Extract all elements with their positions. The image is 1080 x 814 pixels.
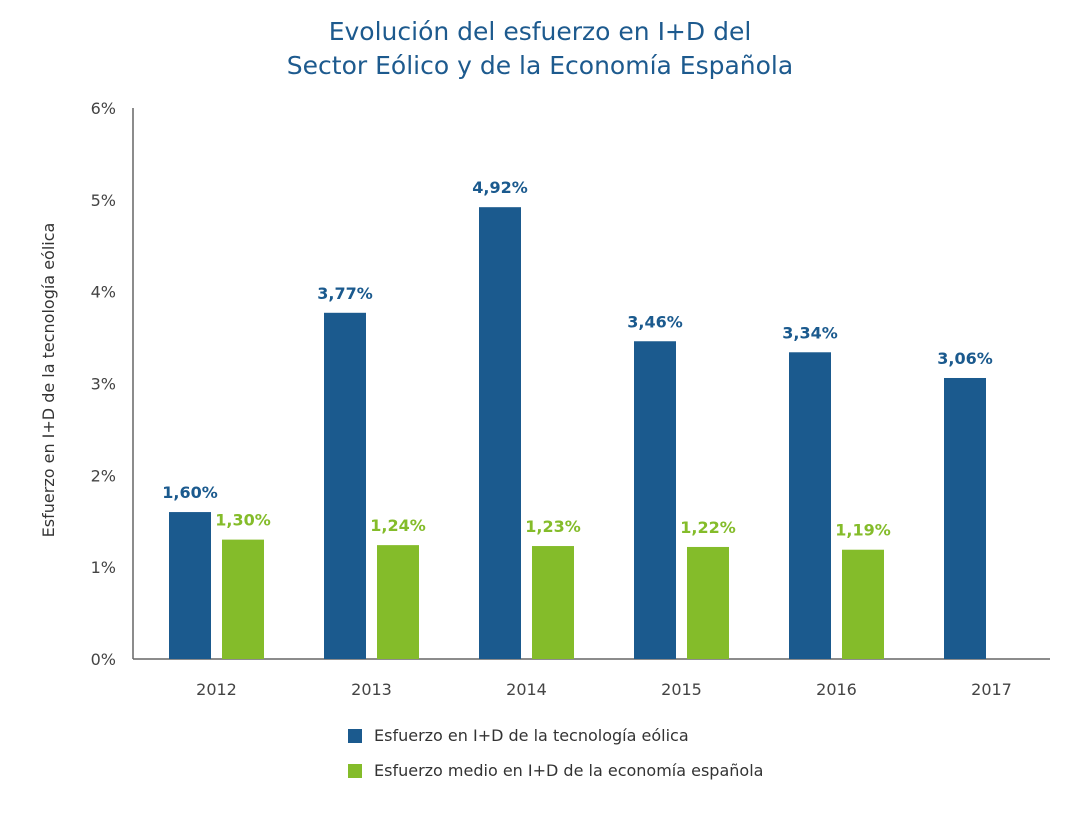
y-tick-label: 1%: [91, 558, 116, 577]
x-tick-label: 2016: [816, 680, 857, 699]
data-label: 1,19%: [835, 521, 891, 540]
bar-wind-2017: [944, 377, 986, 659]
bar-chart: Esfuerzo en I+D de la tecnología eólica …: [39, 99, 1050, 699]
legend-label: Esfuerzo medio en I+D de la economía esp…: [374, 761, 764, 780]
data-label: 3,34%: [782, 323, 838, 342]
legend-swatch-green: [348, 763, 362, 778]
data-label: 1,22%: [680, 518, 736, 537]
y-tick-label: 0%: [91, 650, 116, 669]
x-tick-label: 2013: [351, 680, 392, 699]
y-tick-label: 5%: [91, 191, 116, 210]
data-label: 1,30%: [215, 511, 271, 530]
legend-item-wind: Esfuerzo en I+D de la tecnología eólica: [348, 726, 689, 745]
bar-economy-2013: [377, 545, 419, 659]
data-label: 3,06%: [937, 349, 993, 368]
data-label: 3,77%: [317, 284, 373, 303]
legend-item-economy: Esfuerzo medio en I+D de la economía esp…: [348, 761, 763, 780]
chart-title-line2: Sector Eólico y de la Economía Española: [286, 51, 794, 80]
x-tick-label: 2014: [506, 680, 547, 699]
bar-economy-2016: [842, 549, 884, 659]
bar-economy-2015: [687, 546, 729, 659]
legend-label: Esfuerzo en I+D de la tecnología eólica: [374, 726, 689, 745]
y-tick-label: 4%: [91, 283, 116, 302]
data-label: 1,23%: [525, 517, 581, 536]
bar-wind-2013: [324, 312, 366, 659]
bar-economy-2014: [532, 546, 574, 659]
chart-title-line1: Evolución del esfuerzo en I+D del: [328, 17, 752, 46]
data-label: 1,24%: [370, 516, 426, 535]
bar-wind-2012: [169, 512, 211, 659]
x-tick-label: 2017: [971, 680, 1012, 699]
bar-wind-2016: [789, 352, 831, 659]
x-tick-label: 2015: [661, 680, 702, 699]
data-label: 3,46%: [627, 312, 683, 331]
legend-swatch-blue: [348, 728, 362, 743]
y-axis-label: Esfuerzo en I+D de la tecnología eólica: [39, 223, 58, 538]
bar-economy-2012: [222, 539, 264, 659]
bar-wind-2014: [479, 207, 521, 659]
y-tick-label: 6%: [91, 99, 116, 118]
bar-wind-2015: [634, 341, 676, 659]
data-label: 1,60%: [162, 483, 218, 502]
x-tick-label: 2012: [196, 680, 237, 699]
y-tick-label: 3%: [91, 375, 116, 394]
y-tick-label: 2%: [91, 466, 116, 485]
data-label: 4,92%: [472, 178, 528, 197]
